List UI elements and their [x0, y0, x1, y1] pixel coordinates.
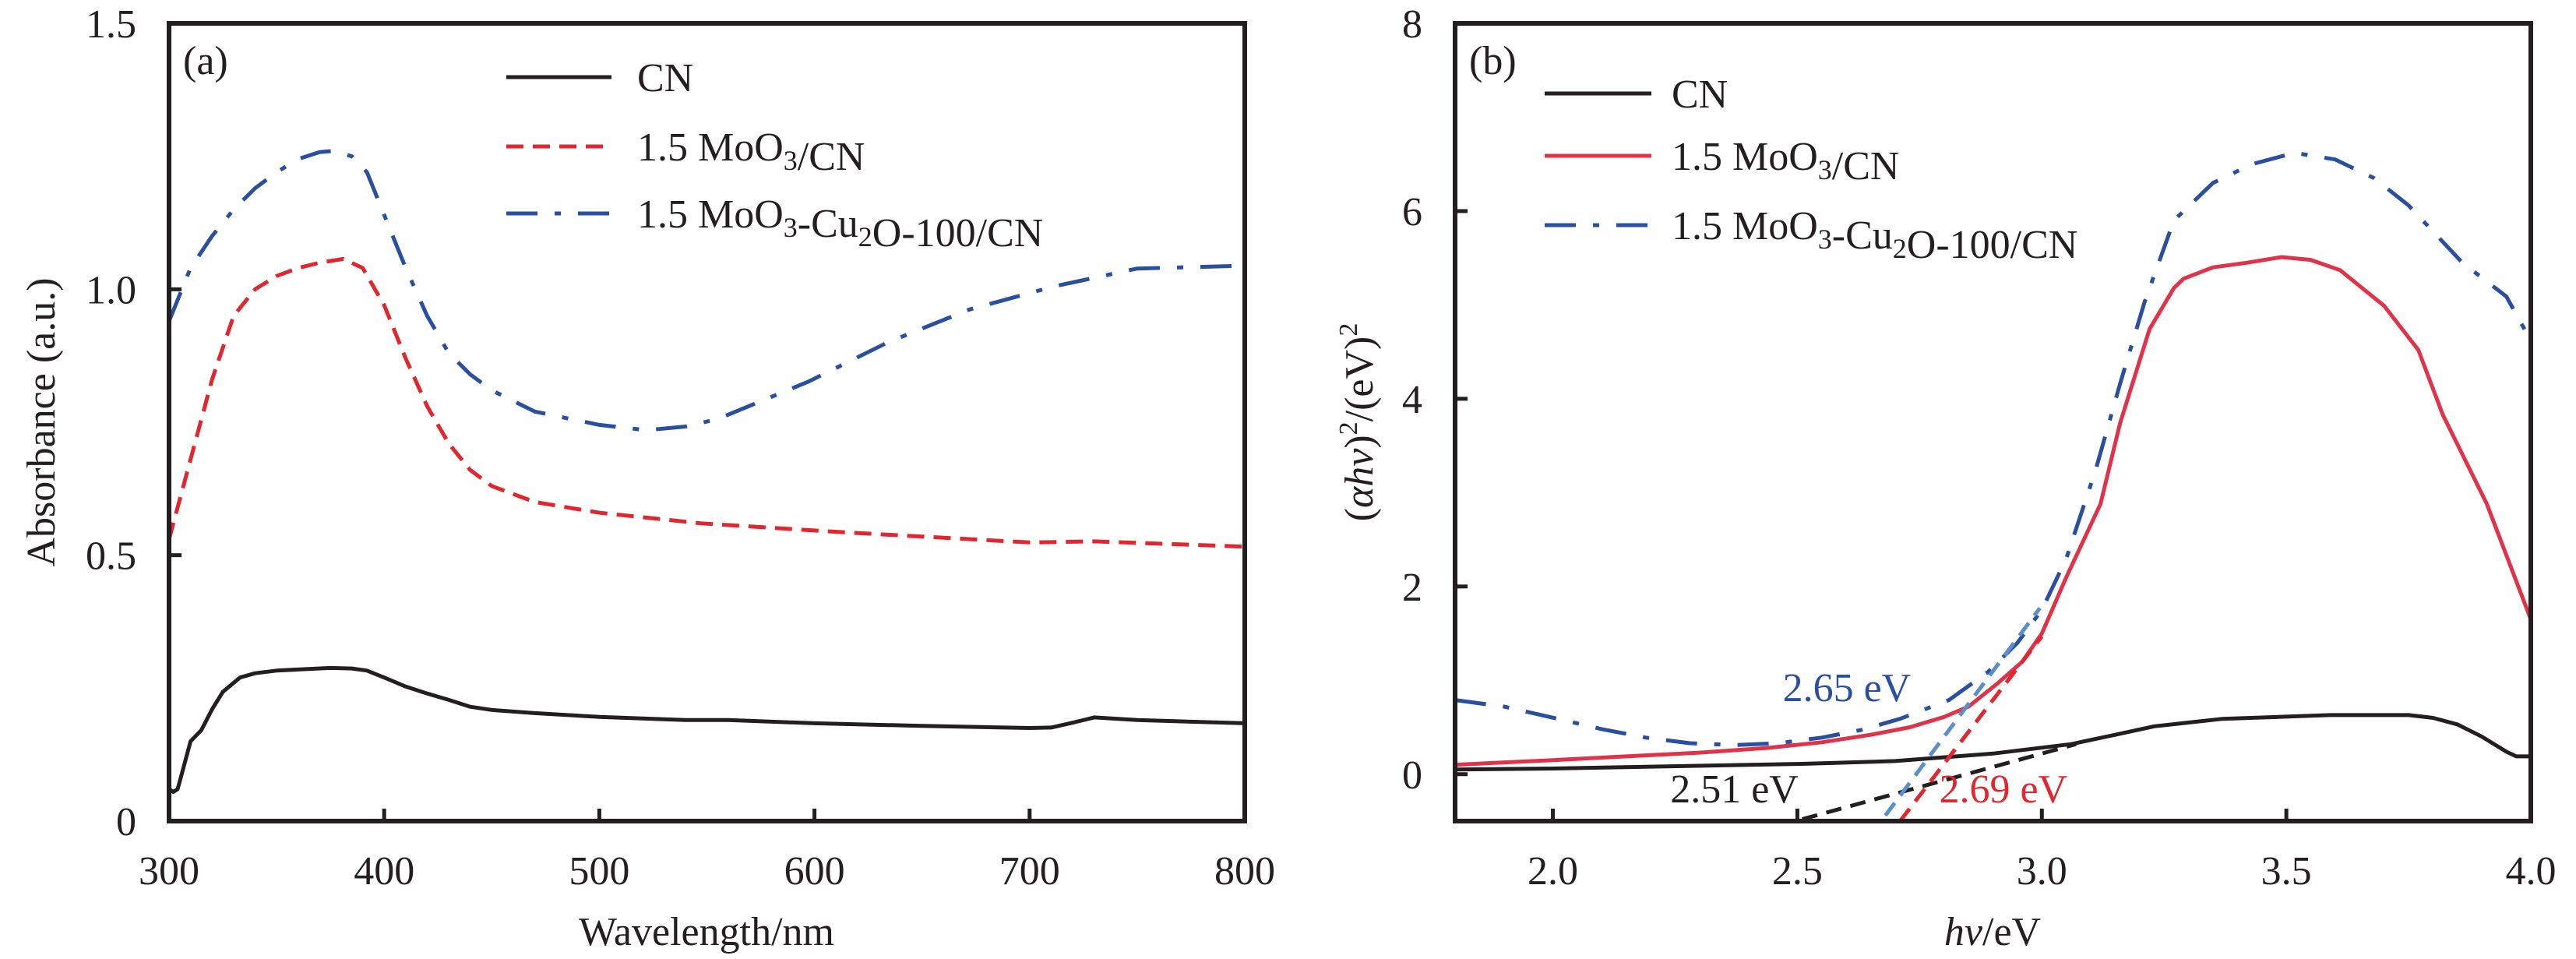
y-title-sup1: 2 — [1334, 421, 1363, 435]
band-gap-annotation-1: 2.65 eV — [1783, 666, 1912, 710]
y-tick-label: 0 — [116, 800, 136, 844]
series-line-2 — [167, 256, 1246, 549]
panel-b-tick-labels: 2.0 2.5 3.0 3.5 4.0 0 2 4 6 8 — [1402, 2, 2557, 894]
legend-label-1: CN — [1672, 72, 1728, 117]
panel-a-y-axis-title: Absorbance (a.u.) — [19, 277, 64, 566]
panel-b-annotations: 2.65 eV 2.51 eV 2.69 eV — [1670, 666, 2067, 812]
panel-a-label: (a) — [183, 39, 228, 83]
y-tick-label: 6 — [1402, 190, 1422, 234]
x-tick-label: 2.5 — [1772, 849, 1823, 894]
panel-a-ticks — [169, 287, 1032, 821]
y-title-sup2: 2 — [1334, 323, 1363, 337]
y-title-close-paren: ) — [1337, 435, 1382, 448]
band-gap-annotation-3: 2.69 eV — [1939, 767, 2067, 812]
panel-b-ticks — [1455, 209, 2289, 821]
x-tick-label: 4.0 — [2506, 849, 2557, 894]
x-tick-label: 3.5 — [2261, 849, 2312, 894]
legend-label-1: CN — [637, 56, 693, 100]
series-line-1 — [1454, 713, 2531, 772]
panel-b-legend: CN 1.5 MoO3/CN 1.5 MoO3-Cu2O-100/CN — [1545, 72, 2077, 267]
y-tick-label: 8 — [1402, 2, 1422, 47]
y-title-open-paren: ( — [1337, 508, 1382, 521]
panel-b-x-axis-title: hv/eV — [1944, 910, 2041, 954]
y-tick-label: 0 — [1402, 753, 1422, 798]
y-tick-label: 0.5 — [86, 534, 136, 579]
panel-a-x-axis-title: Wavelength/nm — [579, 910, 834, 954]
series-line-3 — [167, 149, 1245, 432]
y-tick-label: 2 — [1402, 566, 1422, 610]
panel-a-tick-labels: 300 400 500 600 700 800 0 0.5 1.0 1.5 — [86, 2, 1275, 894]
x-tick-label: 2.0 — [1528, 849, 1578, 894]
x-tick-label: 400 — [354, 849, 414, 894]
series-line-2 — [1454, 255, 2533, 767]
y-tick-label: 1.0 — [86, 268, 136, 312]
series-line-1 — [167, 665, 1246, 794]
tangent-line-2 — [1898, 635, 2044, 823]
x-tick-label: 500 — [569, 849, 629, 894]
legend-label-3: 1.5 MoO3-Cu2O-100/CN — [637, 192, 1043, 256]
x-tick-label: 700 — [999, 849, 1060, 894]
legend-label-3: 1.5 MoO3-Cu2O-100/CN — [1672, 204, 2077, 267]
y-title-unit: /(eV) — [1337, 337, 1382, 422]
y-title-italic: αhv — [1337, 448, 1382, 508]
x-tick-label: 600 — [784, 849, 845, 894]
panel-b-tangent-lines — [1802, 607, 2077, 823]
x-tick-label: 3.0 — [2017, 849, 2067, 894]
panel-b-x-axis-title-italic: hv — [1944, 910, 1983, 954]
x-tick-label: 800 — [1214, 849, 1275, 894]
panel-b-tauc-plot: 2.0 2.5 3.0 3.5 4.0 0 2 4 6 8 2.65 eV 2.51 eV 2.69 … — [1334, 2, 2557, 954]
panel-b-x-axis-title-unit: /eV — [1982, 910, 2041, 954]
panel-a-legend: CN 1.5 MoO3/CN 1.5 MoO3-Cu2O-100/CN — [506, 56, 1043, 256]
x-tick-label: 300 — [139, 849, 199, 894]
tangent-line-3 — [1884, 607, 2042, 817]
panel-b-y-axis-title: (αhv)2/(eV)2 — [1334, 323, 1382, 522]
y-tick-label: 4 — [1402, 378, 1422, 422]
panel-a-absorbance-chart: 300 400 500 600 700 800 0 0.5 1.0 1.5 (a) Wavelen… — [19, 2, 1275, 954]
y-tick-label: 1.5 — [86, 2, 136, 47]
panel-a-series-group — [167, 149, 1246, 794]
series-line-3 — [1454, 150, 2533, 747]
tangent-line-1 — [1802, 742, 2077, 822]
legend-label-2: 1.5 MoO3/CN — [637, 125, 865, 179]
panel-b-label: (b) — [1469, 39, 1517, 83]
panel-a-plot-frame — [167, 21, 1247, 823]
legend-label-2: 1.5 MoO3/CN — [1672, 135, 1899, 189]
panel-b-series-group — [1454, 150, 2533, 772]
band-gap-annotation-2: 2.51 eV — [1670, 767, 1799, 812]
panel-b-plot-frame — [1453, 21, 2533, 823]
